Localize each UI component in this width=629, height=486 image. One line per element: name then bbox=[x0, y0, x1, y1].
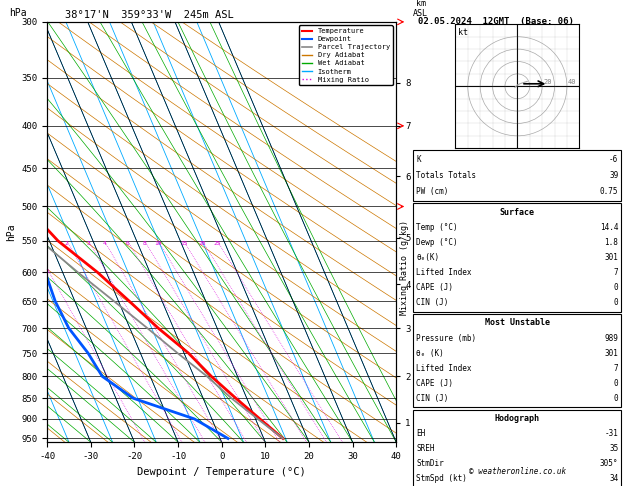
Text: 14.4: 14.4 bbox=[600, 223, 618, 232]
Text: 989: 989 bbox=[604, 333, 618, 343]
Text: Lifted Index: Lifted Index bbox=[416, 364, 472, 373]
Y-axis label: hPa: hPa bbox=[6, 223, 16, 241]
Text: StmSpd (kt): StmSpd (kt) bbox=[416, 474, 467, 484]
Text: SREH: SREH bbox=[416, 444, 435, 453]
Text: Lifted Index: Lifted Index bbox=[416, 268, 472, 277]
Text: CAPE (J): CAPE (J) bbox=[416, 379, 454, 388]
Text: 35: 35 bbox=[609, 444, 618, 453]
Text: 2: 2 bbox=[65, 241, 69, 246]
Text: CIN (J): CIN (J) bbox=[416, 298, 448, 307]
Text: 39: 39 bbox=[609, 171, 618, 180]
Text: Hodograph: Hodograph bbox=[495, 414, 540, 423]
Text: Dewp (°C): Dewp (°C) bbox=[416, 238, 458, 247]
Text: kt: kt bbox=[458, 28, 468, 37]
Text: Totals Totals: Totals Totals bbox=[416, 171, 477, 180]
Text: 40: 40 bbox=[568, 79, 577, 85]
Text: 10: 10 bbox=[155, 241, 162, 246]
Text: 1.8: 1.8 bbox=[604, 238, 618, 247]
Text: 34: 34 bbox=[609, 474, 618, 484]
Text: hPa: hPa bbox=[9, 8, 26, 17]
Text: 0: 0 bbox=[614, 394, 618, 403]
Text: 305°: 305° bbox=[600, 459, 618, 469]
Text: km
ASL: km ASL bbox=[413, 0, 428, 17]
Text: 7: 7 bbox=[614, 268, 618, 277]
Text: 20: 20 bbox=[543, 79, 552, 85]
Text: -6: -6 bbox=[609, 155, 618, 164]
Text: 7: 7 bbox=[614, 364, 618, 373]
Text: Temp (°C): Temp (°C) bbox=[416, 223, 458, 232]
Text: 301: 301 bbox=[604, 253, 618, 262]
Text: Most Unstable: Most Unstable bbox=[485, 318, 550, 328]
Text: CAPE (J): CAPE (J) bbox=[416, 283, 454, 292]
Text: PW (cm): PW (cm) bbox=[416, 187, 448, 196]
Text: K: K bbox=[416, 155, 421, 164]
Text: Surface: Surface bbox=[500, 208, 535, 217]
Text: StmDir: StmDir bbox=[416, 459, 444, 469]
Text: Pressure (mb): Pressure (mb) bbox=[416, 333, 477, 343]
Text: θₑ(K): θₑ(K) bbox=[416, 253, 440, 262]
Text: Mixing Ratio (g/kg): Mixing Ratio (g/kg) bbox=[400, 220, 409, 315]
Text: 8: 8 bbox=[143, 241, 147, 246]
Text: © weatheronline.co.uk: © weatheronline.co.uk bbox=[469, 467, 566, 476]
Text: EH: EH bbox=[416, 429, 426, 438]
Legend: Temperature, Dewpoint, Parcel Trajectory, Dry Adiabat, Wet Adiabat, Isotherm, Mi: Temperature, Dewpoint, Parcel Trajectory… bbox=[299, 25, 392, 86]
Text: 6: 6 bbox=[126, 241, 130, 246]
Text: LCL: LCL bbox=[421, 372, 435, 381]
Text: 38°17'N  359°33'W  245m ASL: 38°17'N 359°33'W 245m ASL bbox=[65, 10, 233, 20]
Text: 0: 0 bbox=[614, 283, 618, 292]
Text: 4: 4 bbox=[103, 241, 106, 246]
Text: 02.05.2024  12GMT  (Base: 06): 02.05.2024 12GMT (Base: 06) bbox=[418, 17, 574, 26]
Text: θₑ (K): θₑ (K) bbox=[416, 348, 444, 358]
Text: 0: 0 bbox=[614, 298, 618, 307]
Text: 301: 301 bbox=[604, 348, 618, 358]
Text: 0.75: 0.75 bbox=[600, 187, 618, 196]
Text: 3: 3 bbox=[87, 241, 91, 246]
Text: 25: 25 bbox=[213, 241, 221, 246]
X-axis label: Dewpoint / Temperature (°C): Dewpoint / Temperature (°C) bbox=[137, 467, 306, 477]
Text: 1: 1 bbox=[45, 269, 49, 274]
Text: 15: 15 bbox=[180, 241, 187, 246]
Text: 20: 20 bbox=[199, 241, 206, 246]
Text: CIN (J): CIN (J) bbox=[416, 394, 448, 403]
Text: -31: -31 bbox=[604, 429, 618, 438]
Text: 0: 0 bbox=[614, 379, 618, 388]
